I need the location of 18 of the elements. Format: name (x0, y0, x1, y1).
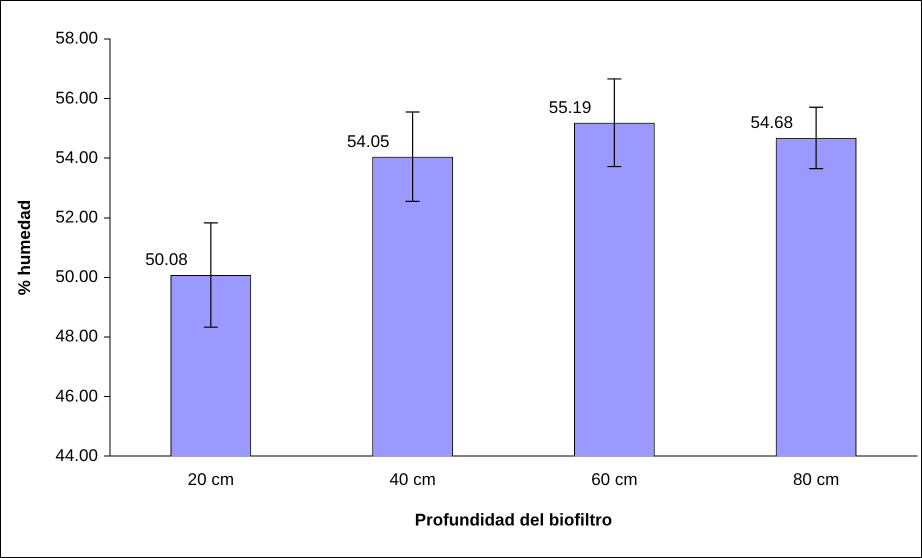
y-tick-label: 44.00 (55, 446, 98, 465)
x-tick-label: 40 cm (389, 470, 436, 490)
data-label: 50.08 (145, 250, 188, 270)
data-label: 54.68 (750, 113, 794, 132)
y-tick-label: 54.00 (55, 148, 98, 167)
x-tick-label: 80 cm (792, 470, 840, 490)
y-tick-label: 52.00 (55, 207, 98, 226)
y-tick-label: 56.00 (55, 88, 98, 108)
data-label: 54.05 (346, 132, 390, 151)
x-axis-title: Profundidad del biofiltro (414, 510, 612, 530)
y-tick-label: 48.00 (55, 326, 98, 346)
data-label: 55.19 (548, 98, 592, 117)
y-axis-title: % humedad (14, 200, 34, 296)
x-tick-label: 20 cm (188, 470, 234, 490)
y-tick-label: 50.00 (55, 267, 98, 286)
x-tick-label: 60 cm (591, 470, 638, 490)
y-tick-label: 46.00 (55, 386, 98, 406)
y-tick-label: 58.00 (55, 28, 98, 48)
